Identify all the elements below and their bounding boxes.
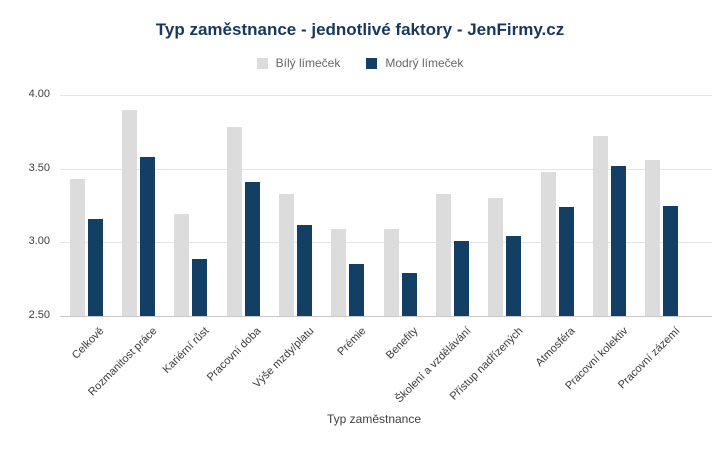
bar-white-collar[interactable] — [435, 193, 451, 316]
plot-area: Celkově Rozmanitost práce Kariérní růst Pra… — [60, 95, 712, 405]
bar-white-collar[interactable] — [174, 214, 190, 316]
bar-group — [60, 95, 112, 316]
bar-blue-collar[interactable] — [87, 218, 103, 316]
legend-swatch-white-collar — [256, 57, 268, 69]
bar-group — [374, 95, 426, 316]
y-tick-label: 3.50 — [28, 161, 50, 174]
y-tick-label: 4.00 — [28, 88, 50, 100]
bar-group — [583, 95, 635, 316]
bar-white-collar[interactable] — [278, 193, 294, 316]
bar-group — [636, 95, 688, 316]
bar-group — [479, 95, 531, 316]
bar-white-collar[interactable] — [226, 127, 242, 316]
chart-title: Typ zaměstnance - jednotlivé faktory - J… — [155, 20, 565, 39]
bar-blue-collar[interactable] — [663, 205, 679, 316]
bar-white-collar[interactable] — [383, 229, 399, 316]
y-tick-label: 2.50 — [28, 309, 50, 321]
bar-blue-collar[interactable] — [506, 236, 522, 316]
bar-white-collar[interactable] — [592, 136, 608, 316]
bar-blue-collar[interactable] — [139, 156, 155, 316]
bar-white-collar[interactable] — [540, 171, 556, 316]
legend-label-blue-collar: Modrý límeček — [385, 56, 464, 70]
legend-item-blue-collar: Modrý límeček — [366, 56, 463, 70]
bar-group — [112, 95, 164, 316]
bar-blue-collar[interactable] — [453, 240, 469, 316]
bar-group — [426, 95, 478, 316]
bar-blue-collar[interactable] — [244, 181, 260, 316]
x-axis-baseline — [60, 316, 712, 317]
bar-white-collar[interactable] — [645, 159, 661, 316]
bar-columns — [60, 95, 688, 316]
bar-blue-collar[interactable] — [558, 206, 574, 316]
legend-swatch-blue-collar — [366, 57, 378, 69]
bar-blue-collar[interactable] — [296, 224, 312, 316]
bar-group — [217, 95, 269, 316]
bar-white-collar[interactable] — [331, 229, 347, 316]
bar-blue-collar[interactable] — [401, 273, 417, 316]
bar-white-collar[interactable] — [488, 198, 504, 316]
legend: Bílý límeček Modrý límeček — [0, 56, 720, 70]
x-axis-title: Typ zaměstnance — [326, 412, 422, 426]
bar-group — [531, 95, 583, 316]
bar-blue-collar[interactable] — [192, 258, 208, 316]
bar-group — [165, 95, 217, 316]
bar-white-collar[interactable] — [121, 109, 137, 316]
y-gridline — [60, 168, 712, 170]
bar-group — [269, 95, 321, 316]
bar-white-collar[interactable] — [69, 178, 85, 316]
bar-blue-collar[interactable] — [610, 165, 626, 316]
y-tick-label: 3.00 — [28, 235, 50, 248]
bar-group — [322, 95, 374, 316]
bar-blue-collar[interactable] — [349, 264, 365, 316]
legend-label-white-collar: Bílý límeček — [275, 56, 341, 70]
legend-item-white-collar: Bílý límeček — [256, 56, 341, 70]
y-gridline — [60, 95, 712, 96]
